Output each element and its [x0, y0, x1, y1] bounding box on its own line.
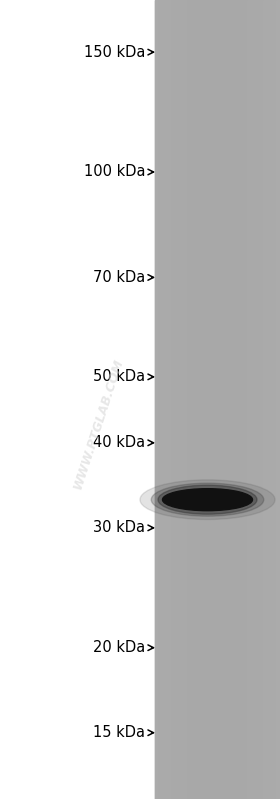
Text: 70 kDa: 70 kDa [93, 270, 145, 285]
Bar [270, 0, 272, 799]
Bar [207, 0, 209, 799]
Ellipse shape [140, 480, 275, 519]
Bar [211, 0, 213, 799]
Bar [205, 0, 207, 799]
Bar [159, 0, 161, 799]
Bar [180, 0, 182, 799]
Bar [245, 0, 247, 799]
Bar [267, 0, 270, 799]
Ellipse shape [158, 485, 257, 515]
Bar [257, 0, 259, 799]
Bar [199, 0, 201, 799]
Bar [170, 0, 172, 799]
Bar [249, 0, 251, 799]
Bar [261, 0, 263, 799]
Bar [220, 0, 222, 799]
Bar [265, 0, 267, 799]
Text: 150 kDa: 150 kDa [84, 45, 145, 60]
Text: 50 kDa: 50 kDa [93, 369, 145, 384]
Bar [276, 0, 278, 799]
Bar [161, 0, 163, 799]
Bar [190, 0, 193, 799]
Bar [247, 0, 249, 799]
Text: 40 kDa: 40 kDa [93, 435, 145, 451]
Bar [163, 0, 165, 799]
Bar [197, 0, 199, 799]
Bar [215, 0, 218, 799]
Ellipse shape [162, 489, 253, 511]
Bar [234, 0, 236, 799]
Text: 20 kDa: 20 kDa [93, 640, 145, 655]
Bar [228, 0, 230, 799]
Text: WWW.PTGLAB.COM: WWW.PTGLAB.COM [71, 356, 125, 491]
Ellipse shape [151, 483, 264, 516]
Bar [251, 0, 253, 799]
Bar [201, 0, 203, 799]
Bar [165, 0, 167, 799]
Bar [186, 0, 188, 799]
Bar [167, 0, 170, 799]
Bar [188, 0, 190, 799]
Bar [274, 0, 276, 799]
Bar [209, 0, 211, 799]
Bar [176, 0, 178, 799]
Bar [255, 0, 257, 799]
Text: 15 kDa: 15 kDa [93, 725, 145, 740]
Bar [238, 0, 241, 799]
Bar [232, 0, 234, 799]
Bar [236, 0, 238, 799]
Bar [278, 0, 280, 799]
Text: 30 kDa: 30 kDa [93, 520, 145, 535]
Bar [241, 0, 242, 799]
Bar [182, 0, 184, 799]
Bar [259, 0, 261, 799]
Bar [155, 0, 157, 799]
Bar [230, 0, 232, 799]
Bar [272, 0, 274, 799]
Bar [213, 0, 215, 799]
Bar [195, 0, 197, 799]
Bar [224, 0, 226, 799]
Bar [242, 0, 245, 799]
Bar [226, 0, 228, 799]
Bar [155, 0, 280, 799]
Bar [263, 0, 265, 799]
Text: 100 kDa: 100 kDa [83, 165, 145, 180]
Bar [218, 0, 220, 799]
Bar [172, 0, 174, 799]
Bar [157, 0, 159, 799]
Bar [184, 0, 186, 799]
Bar [178, 0, 180, 799]
Bar [203, 0, 205, 799]
Bar [174, 0, 176, 799]
Bar [253, 0, 255, 799]
Bar [222, 0, 224, 799]
Bar [193, 0, 195, 799]
